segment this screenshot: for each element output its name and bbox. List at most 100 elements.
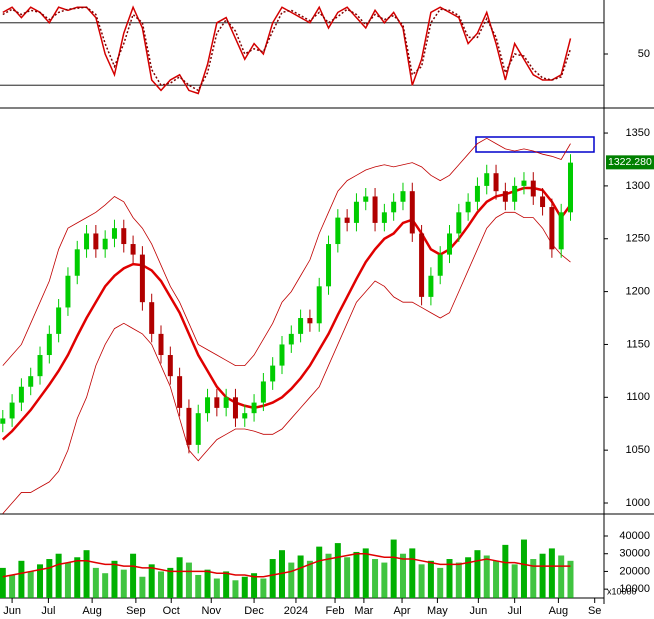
candle-body bbox=[353, 201, 359, 223]
y-tick-label: 1000 bbox=[626, 497, 650, 509]
volume-bar bbox=[353, 551, 360, 598]
volume-bar bbox=[278, 550, 285, 598]
volume-bar bbox=[372, 559, 379, 598]
y-tick-label: 50 bbox=[638, 48, 650, 60]
volume-bar bbox=[418, 564, 425, 598]
volume-bar bbox=[558, 555, 565, 598]
series-line bbox=[2, 5, 572, 95]
x-tick-label: Jul bbox=[508, 605, 522, 617]
candle-body bbox=[419, 233, 425, 297]
volume-bar bbox=[344, 557, 351, 598]
volume-bar bbox=[548, 548, 555, 598]
volume-bar bbox=[306, 560, 313, 598]
candle-body bbox=[530, 180, 536, 197]
x-tick-label: Aug bbox=[549, 605, 569, 617]
volume-bar bbox=[493, 560, 500, 598]
volume-bar bbox=[530, 559, 537, 598]
volume-bar bbox=[241, 576, 248, 598]
candle-body bbox=[298, 318, 304, 334]
volume-bar bbox=[474, 550, 481, 598]
x-tick-label: Apr bbox=[393, 605, 410, 617]
volume-bar bbox=[251, 573, 258, 598]
y-tick-label: 40000 bbox=[619, 530, 650, 542]
candle-body bbox=[493, 173, 499, 192]
volume-bar bbox=[37, 564, 44, 598]
volume-bar bbox=[446, 559, 453, 598]
x-tick-label: Se bbox=[588, 605, 601, 617]
candle-body bbox=[232, 397, 238, 419]
candle-body bbox=[335, 217, 341, 245]
candle-body bbox=[186, 407, 192, 445]
volume-bar bbox=[223, 571, 230, 598]
x-tick-label: May bbox=[427, 605, 448, 617]
last-price-box bbox=[606, 155, 654, 170]
volume-bar bbox=[176, 557, 183, 598]
volume-bar bbox=[399, 553, 406, 598]
series-line bbox=[2, 552, 571, 578]
candle-body bbox=[484, 173, 490, 186]
candle-body bbox=[223, 397, 229, 408]
candle-body bbox=[28, 376, 34, 387]
volume-bar bbox=[520, 539, 527, 598]
volume-bar bbox=[64, 562, 71, 598]
volume-bar bbox=[260, 578, 267, 598]
candle-body bbox=[46, 333, 52, 356]
volume-bar bbox=[539, 553, 546, 598]
volume-bar bbox=[362, 548, 369, 598]
candle-body bbox=[288, 333, 294, 345]
y-tick-label: 20000 bbox=[619, 565, 650, 577]
volume-bar bbox=[185, 562, 192, 598]
candle-body bbox=[474, 185, 480, 202]
candle-body bbox=[447, 233, 453, 255]
volume-bar bbox=[297, 555, 304, 598]
x-tick-label: 2024 bbox=[284, 605, 308, 617]
candle-body bbox=[205, 397, 211, 414]
volume-bar bbox=[334, 543, 341, 598]
candle-body bbox=[149, 302, 155, 334]
series-line bbox=[1, 186, 572, 441]
series-line bbox=[2, 211, 571, 514]
x-tick-label: Dec bbox=[244, 605, 264, 617]
x-tick-label: Aug bbox=[82, 605, 102, 617]
volume-bar bbox=[158, 571, 165, 598]
x-tick-label: Jul bbox=[41, 605, 55, 617]
volume-bar bbox=[148, 564, 155, 598]
volume-bar bbox=[83, 550, 90, 598]
x-tick-label: Jun bbox=[469, 605, 487, 617]
candle-body bbox=[167, 355, 173, 377]
candle-body bbox=[102, 238, 108, 250]
x-tick-label: Sep bbox=[126, 605, 146, 617]
candle-body bbox=[260, 381, 266, 403]
y-tick-label: 1100 bbox=[626, 391, 650, 403]
volume-bar bbox=[0, 567, 6, 598]
volume-bar bbox=[18, 560, 25, 598]
volume-bar bbox=[74, 557, 81, 598]
series-line bbox=[2, 137, 571, 366]
candle-body bbox=[74, 249, 80, 276]
candle-body bbox=[37, 355, 43, 377]
candle-body bbox=[130, 244, 136, 255]
y-tick-label: 1200 bbox=[626, 286, 650, 298]
candle-body bbox=[18, 386, 24, 403]
volume-bar bbox=[437, 567, 444, 598]
volume-bar bbox=[455, 562, 462, 598]
x-tick-label: Feb bbox=[326, 605, 345, 617]
candle-body bbox=[316, 286, 322, 324]
volume-bar bbox=[9, 574, 16, 598]
last-price-label: 1322.280 bbox=[608, 156, 652, 168]
volume-bar bbox=[130, 553, 137, 598]
unit-label: x10000 bbox=[607, 586, 637, 596]
volume-bar bbox=[111, 560, 118, 598]
candle-body bbox=[195, 413, 201, 445]
y-tick-label: 1150 bbox=[626, 338, 650, 350]
y-tick-label: 1300 bbox=[626, 180, 650, 192]
volume-bar bbox=[567, 560, 574, 598]
candle-body bbox=[84, 233, 90, 250]
y-tick-label: 1050 bbox=[626, 444, 650, 456]
candle-body bbox=[502, 191, 508, 202]
candle-body bbox=[214, 397, 220, 408]
volume-bar bbox=[55, 553, 62, 598]
candle-body bbox=[121, 228, 127, 245]
candle-body bbox=[9, 402, 15, 419]
